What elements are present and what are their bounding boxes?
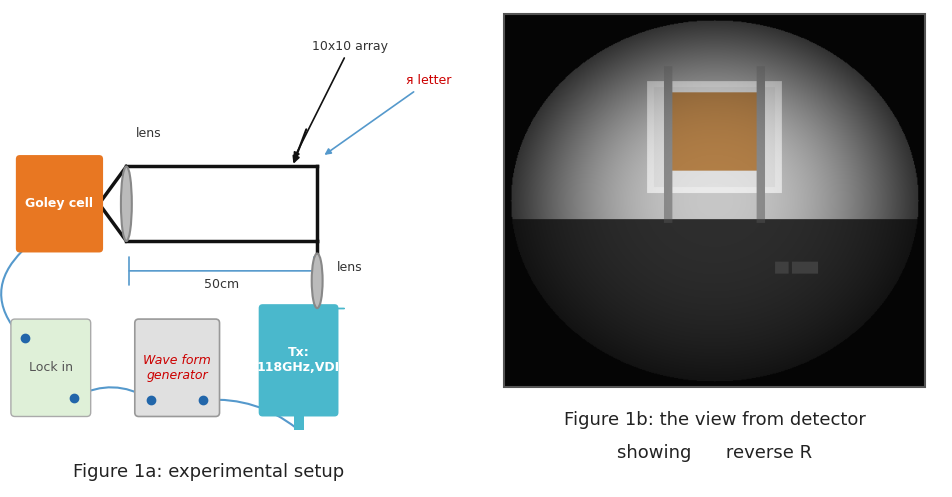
Ellipse shape	[311, 253, 323, 308]
FancyBboxPatch shape	[16, 155, 103, 252]
Text: Lock in: Lock in	[29, 361, 72, 374]
Bar	[504, 14, 924, 387]
Text: Figure 1b: the view from detector: Figure 1b: the view from detector	[564, 411, 864, 429]
Ellipse shape	[121, 166, 131, 241]
Text: Goley cell: Goley cell	[26, 197, 93, 210]
Text: lens: lens	[337, 261, 362, 274]
Text: lens: lens	[136, 127, 162, 140]
Text: Tx:
118GHz,VDI: Tx: 118GHz,VDI	[257, 346, 340, 374]
Text: showing      reverse R: showing reverse R	[617, 444, 811, 462]
Text: я letter: я letter	[326, 75, 451, 154]
FancyBboxPatch shape	[293, 413, 303, 430]
Text: Figure 1a: experimental setup: Figure 1a: experimental setup	[72, 463, 344, 481]
FancyBboxPatch shape	[134, 319, 219, 416]
Text: Wave form
generator: Wave form generator	[143, 354, 210, 382]
FancyBboxPatch shape	[10, 319, 90, 416]
FancyBboxPatch shape	[258, 304, 338, 416]
Text: 50cm: 50cm	[204, 278, 239, 291]
Text: 10x10 array: 10x10 array	[294, 40, 387, 158]
